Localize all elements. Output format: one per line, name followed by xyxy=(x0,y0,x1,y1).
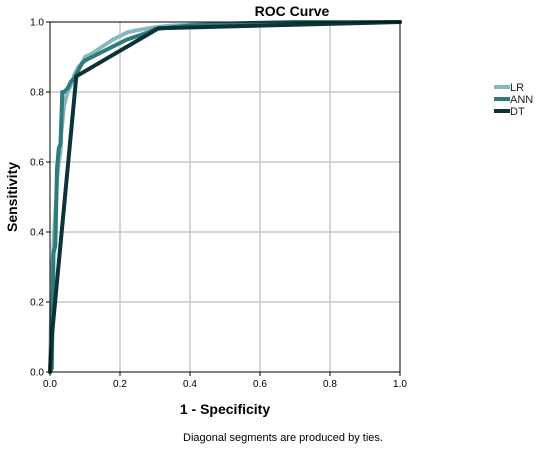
x-tick-label: 0.4 xyxy=(183,379,197,390)
y-tick-label: 0.6 xyxy=(30,158,44,169)
y-tick-label: 0.2 xyxy=(30,298,44,309)
y-tick-label: 0.4 xyxy=(30,228,44,239)
series-line-dt xyxy=(48,20,402,374)
x-tick-label: 0.8 xyxy=(323,379,337,390)
grid-lines xyxy=(50,22,400,372)
x-tick-label: 0.2 xyxy=(113,379,127,390)
x-tick-label: 0.6 xyxy=(253,379,267,390)
y-axis-label: Sensitivity xyxy=(4,162,20,232)
plot-frame xyxy=(49,21,401,373)
y-tick-label: 0.8 xyxy=(30,88,44,99)
x-tick-label: 0.0 xyxy=(43,379,57,390)
series-lines xyxy=(48,20,402,374)
footnote: Diagonal segments are produced by ties. xyxy=(183,432,383,444)
y-tick-label: 1.0 xyxy=(30,18,44,29)
axis-ticks: 0.0 0.2 0.4 0.6 0.8 1.0 0.0 0.2 0.4 0.6 0.8 1.0 xyxy=(30,18,407,391)
plot-area xyxy=(49,21,401,373)
chart-title: ROC Curve xyxy=(255,3,330,19)
x-tick-label: 1.0 xyxy=(393,379,407,390)
legend-label-lr: LR xyxy=(510,82,524,94)
y-tick-label: 0.0 xyxy=(30,368,44,379)
legend-label-ann: ANN xyxy=(510,94,533,106)
x-axis-label: 1 - Specificity xyxy=(180,401,270,417)
legend-label-dt: DT xyxy=(510,106,525,118)
